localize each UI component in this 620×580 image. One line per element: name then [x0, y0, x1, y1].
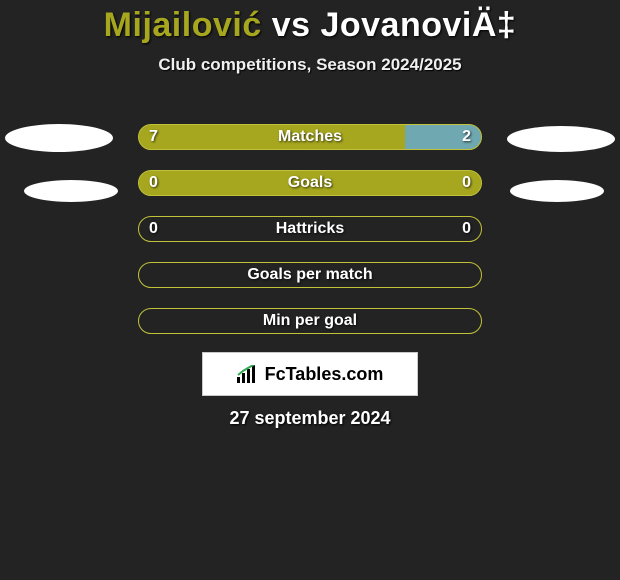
source-logo-text: FcTables.com [265, 364, 384, 385]
chart-icon [237, 365, 259, 383]
stat-bar: Min per goal [138, 308, 482, 334]
stat-bar: Goals per match [138, 262, 482, 288]
page-title: Mijailović vs JovanoviÄ‡ [0, 0, 620, 45]
player1-name: Mijailović [104, 6, 262, 44]
team-crest-left-small [24, 180, 118, 202]
stat-bars: 72Matches 00Goals 00Hattricks Goals per mat… [138, 124, 482, 354]
bar-label: Matches [139, 125, 481, 149]
subtitle: Club competitions, Season 2024/2025 [0, 55, 620, 75]
source-logo: FcTables.com [202, 352, 418, 396]
team-crest-right [507, 126, 615, 152]
bar-label: Hattricks [139, 217, 481, 241]
team-crest-right-small [510, 180, 604, 202]
date-text: 27 september 2024 [0, 408, 620, 429]
bar-label: Goals per match [139, 263, 481, 287]
stat-bar: 72Matches [138, 124, 482, 150]
bar-label: Min per goal [139, 309, 481, 333]
bar-label: Goals [139, 171, 481, 195]
team-crest-left [5, 124, 113, 152]
vs-separator: vs [272, 6, 311, 44]
stat-bar: 00Goals [138, 170, 482, 196]
stat-bar: 00Hattricks [138, 216, 482, 242]
player2-name: JovanoviÄ‡ [320, 6, 516, 44]
